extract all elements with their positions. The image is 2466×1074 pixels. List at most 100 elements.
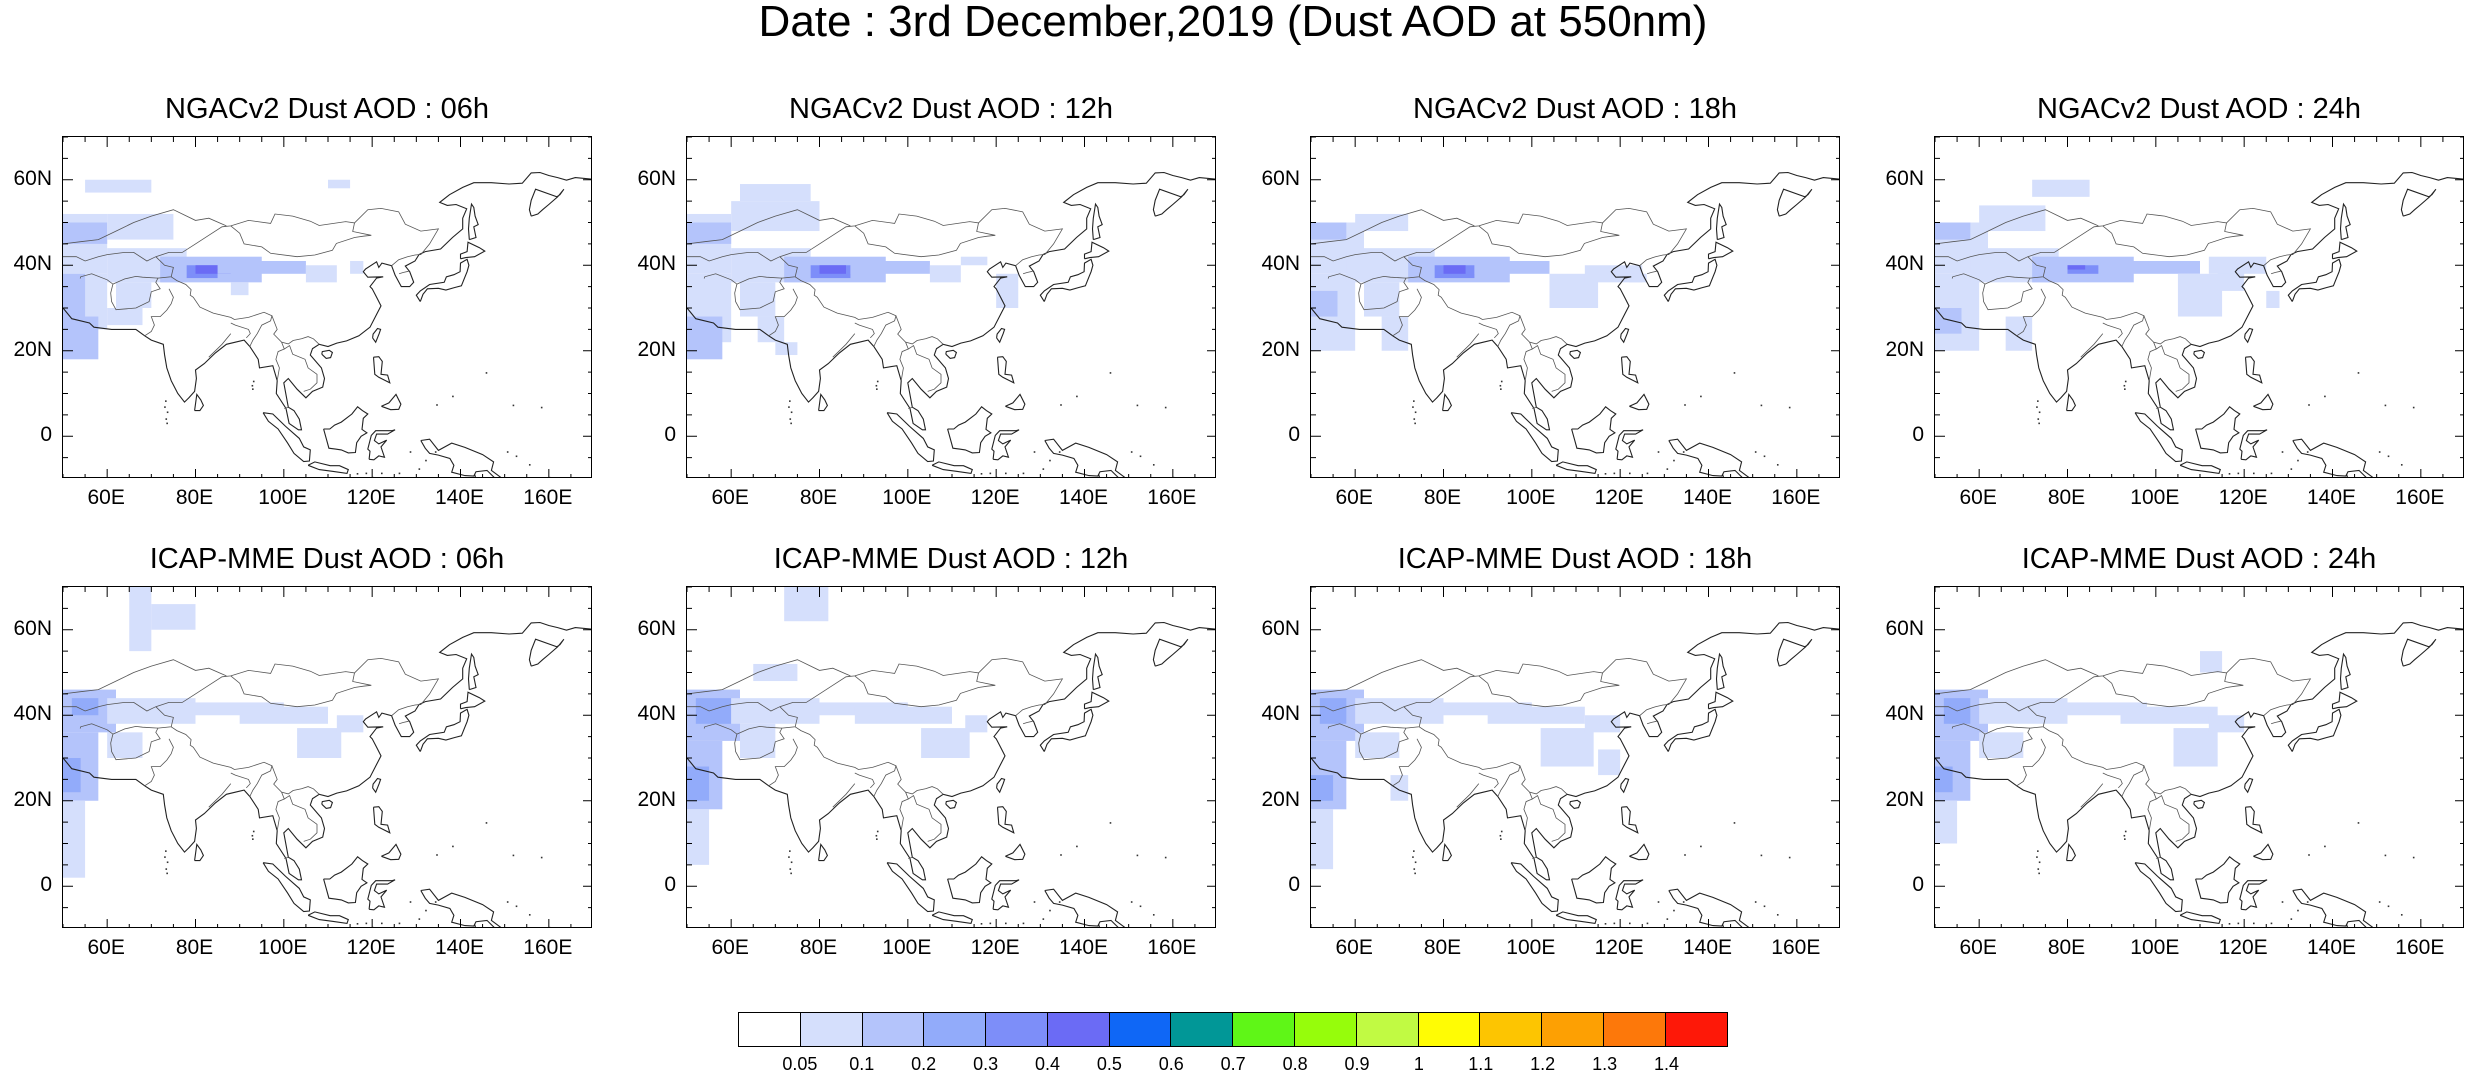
country-border: [2016, 288, 2046, 337]
island-dot: [2123, 834, 2126, 837]
coastline: [2400, 188, 2437, 217]
island-dot: [252, 830, 255, 833]
lon-label: 60E: [711, 486, 749, 509]
coastline: [2346, 924, 2348, 927]
country-border: [230, 672, 372, 708]
aod-cell: [921, 728, 970, 758]
map-canvas: [1311, 587, 1839, 927]
island-dot: [2378, 901, 2381, 903]
island-dot: [1754, 901, 1757, 903]
country-border: [703, 706, 798, 761]
map-panel: [686, 586, 1216, 928]
island-dot: [452, 395, 454, 398]
lat-label: 0: [1288, 873, 1300, 897]
dust-aod-field: [63, 587, 364, 878]
coastline: [1571, 856, 1617, 904]
coastline: [372, 777, 382, 794]
colorbar-swatch: [1665, 1013, 1728, 1046]
dust-aod-field: [1311, 213, 1647, 351]
coastline: [1668, 438, 1750, 477]
island-dot: [1684, 404, 1686, 406]
country-border: [895, 315, 944, 345]
aod-cell: [1979, 205, 2046, 232]
coastline: [1311, 621, 1839, 881]
lon-label: 140E: [1682, 936, 1733, 959]
colorbar-label: 1.3: [1592, 1054, 1618, 1074]
colorbar-swatch: [1418, 1013, 1481, 1046]
country-border: [1935, 209, 2099, 245]
island-dot: [1058, 451, 1061, 453]
island-dot: [1139, 905, 1142, 908]
island-dot: [372, 926, 374, 927]
aod-cell: [2177, 273, 2223, 317]
lat-label: 60N: [13, 166, 52, 190]
aod-cell: [63, 758, 81, 793]
lon-label: 140E: [434, 486, 485, 509]
island-dot: [1499, 834, 1502, 837]
coastline: [1569, 799, 1582, 809]
island-dot: [1754, 451, 1757, 453]
island-dot: [996, 476, 998, 477]
island-dot: [485, 372, 488, 374]
aod-cell: [1311, 809, 1334, 870]
map-panel: [62, 586, 592, 928]
island-dot: [2400, 464, 2403, 466]
aod-cell: [1598, 749, 1621, 776]
lon-label: 100E: [882, 936, 932, 959]
island-dot: [485, 822, 488, 824]
aod-cell: [195, 265, 231, 274]
coastline: [2195, 406, 2241, 454]
country-border: [2102, 772, 2123, 789]
coastline: [420, 438, 502, 477]
island-dot: [2400, 914, 2403, 916]
coastline: [2244, 356, 2263, 384]
country-border: [2016, 738, 2046, 787]
coastline: [528, 638, 565, 667]
coastline: [2066, 392, 2077, 412]
aod-cell: [1443, 265, 1466, 274]
country-border: [1360, 725, 1407, 735]
island-dot: [252, 838, 254, 840]
coastline: [2346, 474, 2348, 477]
lon-label: 120E: [346, 936, 396, 959]
lon-label: 140E: [1058, 936, 1109, 959]
island-dot: [1109, 372, 1112, 374]
dust-aod-field: [687, 184, 1019, 360]
coastline: [1715, 652, 1727, 691]
country-border: [63, 209, 227, 245]
island-dot: [2037, 850, 2039, 852]
panel-title: ICAP-MME Dust AOD : 18h: [1397, 543, 1753, 575]
country-border: [2102, 322, 2123, 339]
aod-cell: [695, 698, 732, 724]
aod-cell: [107, 308, 143, 326]
colorbar-swatch: [739, 1013, 801, 1046]
island-dot: [1776, 464, 1779, 466]
island-dot: [1763, 905, 1766, 908]
country-border: [1478, 222, 1620, 258]
panel-title: NGACv2 Dust AOD : 18h: [1413, 93, 1737, 125]
island-dot: [548, 926, 551, 927]
coastline: [459, 241, 486, 260]
island-dot: [540, 406, 543, 409]
coastline: [2179, 911, 2221, 925]
coastline: [2193, 349, 2206, 359]
island-dot: [540, 856, 543, 859]
country-border: [1418, 276, 1521, 347]
lon-label: 160E: [1147, 936, 1197, 959]
coastline: [886, 862, 935, 913]
island-dot: [436, 404, 438, 406]
island-dot: [452, 845, 454, 848]
country-border: [2143, 765, 2192, 795]
aod-cell: [2208, 715, 2245, 733]
country-border: [899, 348, 909, 381]
country-border: [2042, 276, 2145, 347]
island-dot: [2036, 406, 2038, 408]
island-dot: [1613, 472, 1616, 475]
island-dot: [1684, 854, 1686, 856]
colorbar-label: 0.1: [849, 1054, 875, 1074]
aod-cell: [297, 728, 342, 758]
coastline: [1555, 461, 1597, 475]
coastline: [1098, 474, 1100, 477]
panel-title: NGACv2 Dust AOD : 24h: [2037, 93, 2361, 125]
island-dot: [2308, 854, 2310, 856]
